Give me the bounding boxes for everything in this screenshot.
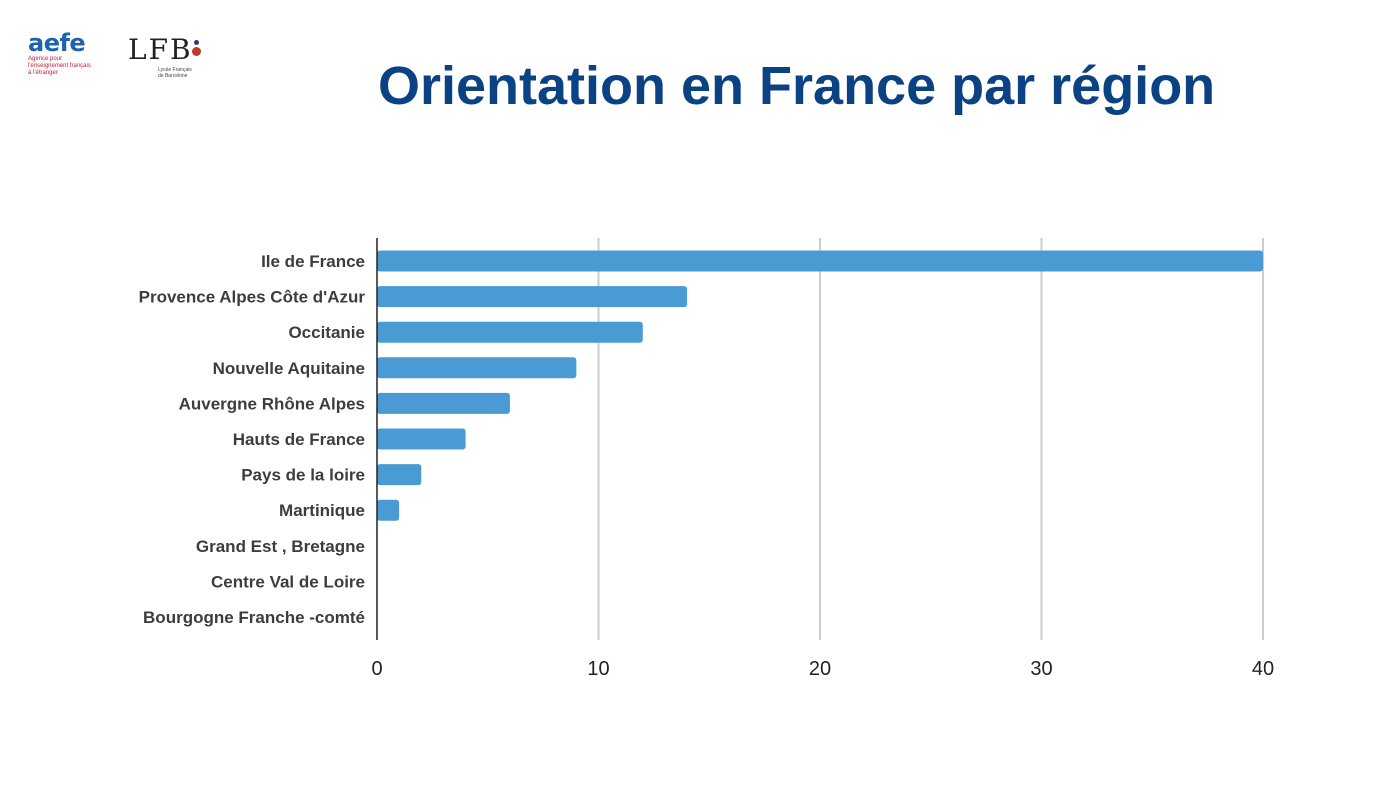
x-tick-label: 10 <box>587 658 609 680</box>
bar <box>377 250 1263 272</box>
bar <box>377 392 510 414</box>
category-label: Provence Alpes Côte d'Azur <box>139 288 366 307</box>
category-label: Pays de la loire <box>241 466 365 485</box>
aefe-logo-line1: Agence pour <box>28 56 63 62</box>
category-label: Centre Val de Loire <box>211 572 365 591</box>
bar <box>377 357 577 379</box>
aefe-logo: aefe Agence pour l'enseignement français… <box>28 30 118 77</box>
bar <box>377 428 466 450</box>
category-label: Ile de France <box>261 252 365 271</box>
x-tick-label: 20 <box>809 658 831 680</box>
bar <box>377 321 643 343</box>
aefe-logo-line2: l'enseignement français <box>28 63 91 69</box>
category-label: Martinique <box>279 501 365 520</box>
chart-title: Orientation en France par région <box>378 56 1216 116</box>
aefe-logo-line3: à l'étranger <box>28 70 58 76</box>
lfb-logo: LFB Lycée Français de Barcelone <box>128 34 218 82</box>
category-label: Occitanie <box>288 323 365 342</box>
lfb-logo-word: LFB <box>128 33 193 66</box>
category-label: Auvergne Rhône Alpes <box>179 394 365 413</box>
bar <box>377 499 400 521</box>
category-label: Bourgogne Franche -comté <box>143 608 365 627</box>
bar <box>377 464 422 486</box>
bar <box>377 286 688 308</box>
category-label: Grand Est , Bretagne <box>196 537 365 556</box>
lfb-logo-dot-icon <box>194 40 199 45</box>
x-tick-label: 30 <box>1030 658 1052 680</box>
lfb-logo-caption: Lycée Français de Barcelone <box>158 67 218 79</box>
aefe-logo-word: aefe <box>28 29 86 57</box>
x-tick-label: 40 <box>1252 658 1274 680</box>
lfb-logo-line2: de Barcelone <box>158 73 188 79</box>
category-label: Hauts de France <box>233 430 365 449</box>
lfb-logo-line1: Lycée Français <box>158 67 192 73</box>
lfb-logo-circle-icon <box>192 47 201 56</box>
category-label: Nouvelle Aquitaine <box>213 359 365 378</box>
x-tick-label: 0 <box>371 658 382 680</box>
